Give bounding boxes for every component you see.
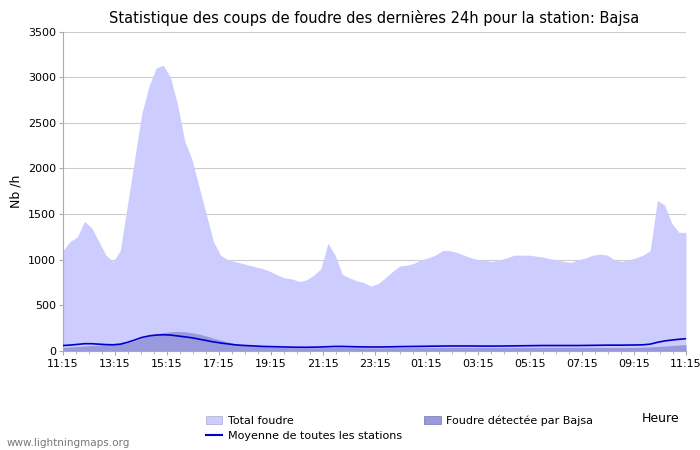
Title: Statistique des coups de foudre des dernières 24h pour la station: Bajsa: Statistique des coups de foudre des dern… <box>109 10 640 26</box>
Text: Heure: Heure <box>641 412 679 425</box>
Legend: Total foudre, Moyenne de toutes les stations, Foudre détectée par Bajsa: Total foudre, Moyenne de toutes les stat… <box>206 415 594 441</box>
Y-axis label: Nb /h: Nb /h <box>9 175 22 208</box>
Text: www.lightningmaps.org: www.lightningmaps.org <box>7 438 130 448</box>
